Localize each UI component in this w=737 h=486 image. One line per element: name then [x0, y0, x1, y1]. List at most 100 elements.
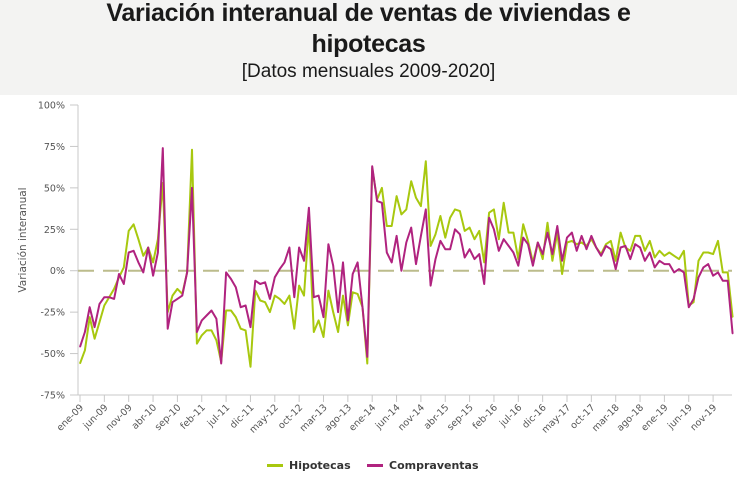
data-point-compraventas [133, 250, 135, 252]
data-point-hipotecas [678, 258, 680, 260]
data-point-compraventas [318, 295, 320, 297]
data-point-compraventas [245, 304, 247, 307]
data-point-hipotecas [410, 180, 412, 182]
data-point-compraventas [279, 268, 281, 270]
data-point-compraventas [527, 243, 529, 245]
data-point-compraventas [167, 328, 169, 330]
data-point-hipotecas [318, 319, 320, 321]
data-point-compraventas [649, 251, 651, 254]
data-point-hipotecas [332, 311, 334, 313]
data-point-hipotecas [512, 232, 515, 234]
data-point-compraventas [269, 298, 271, 300]
data-point-compraventas [225, 271, 227, 273]
x-tick-label: ene-09 [55, 402, 86, 433]
data-point-hipotecas [191, 149, 193, 151]
data-point-compraventas [283, 261, 286, 263]
data-point-hipotecas [313, 331, 315, 333]
data-point-hipotecas [98, 321, 101, 323]
chart-title-line-1: Variación interanual de ventas de vivien… [106, 0, 631, 27]
data-point-hipotecas [89, 316, 91, 318]
data-point-compraventas [590, 235, 593, 237]
data-point-hipotecas [717, 240, 719, 242]
data-point-compraventas [137, 261, 139, 263]
data-point-compraventas [142, 271, 144, 273]
data-point-compraventas [337, 311, 339, 313]
data-point-hipotecas [245, 329, 247, 331]
data-point-hipotecas [303, 295, 305, 297]
data-point-hipotecas [478, 230, 480, 232]
data-point-hipotecas [240, 328, 242, 330]
data-point-compraventas [498, 250, 500, 252]
data-point-compraventas [459, 233, 461, 235]
data-point-compraventas [391, 261, 393, 263]
data-point-compraventas [162, 147, 164, 149]
data-point-compraventas [410, 227, 412, 229]
data-point-compraventas [293, 296, 295, 298]
data-point-compraventas [113, 298, 115, 300]
data-point-hipotecas [434, 233, 437, 235]
data-point-hipotecas [357, 293, 359, 295]
data-point-compraventas [147, 246, 149, 249]
data-point-compraventas [663, 263, 666, 265]
data-point-compraventas [542, 253, 544, 255]
data-point-compraventas [610, 248, 612, 250]
data-point-compraventas [727, 280, 729, 282]
legend-label-hipotecas: Hipotecas [289, 459, 351, 472]
data-point-compraventas [571, 232, 573, 234]
chart-title: Variación interanual de ventas de vivien… [0, 0, 737, 60]
data-point-compraventas [79, 346, 81, 348]
data-point-hipotecas [137, 238, 139, 240]
data-point-hipotecas [469, 227, 471, 229]
data-point-hipotecas [420, 205, 422, 207]
data-point-compraventas [108, 296, 110, 298]
data-point-hipotecas [210, 329, 213, 331]
data-point-compraventas [517, 265, 519, 267]
data-point-compraventas [454, 228, 456, 230]
data-point-compraventas [493, 228, 495, 230]
data-point-compraventas [508, 245, 510, 247]
x-tick-label: jul-16 [497, 402, 524, 429]
data-point-compraventas [298, 246, 300, 249]
data-point-compraventas [634, 243, 636, 245]
data-point-hipotecas [225, 309, 227, 312]
data-point-hipotecas [337, 331, 339, 333]
data-point-compraventas [123, 283, 125, 285]
data-point-compraventas [157, 251, 159, 254]
data-point-compraventas [308, 207, 310, 209]
data-point-hipotecas [693, 301, 695, 303]
data-point-hipotecas [152, 261, 154, 263]
data-point-compraventas [702, 266, 705, 268]
series-line-compraventas [79, 147, 734, 365]
data-point-hipotecas [722, 271, 724, 273]
data-point-compraventas [191, 187, 193, 189]
x-tick-label: sep-15 [445, 402, 476, 433]
data-point-compraventas [717, 271, 719, 273]
data-point-hipotecas [498, 238, 500, 240]
data-point-hipotecas [522, 223, 524, 225]
data-point-hipotecas [668, 251, 670, 254]
data-point-compraventas [254, 280, 256, 282]
data-point-hipotecas [206, 329, 208, 331]
data-point-compraventas [103, 296, 105, 298]
data-point-hipotecas [464, 230, 466, 232]
data-point-hipotecas [727, 271, 729, 273]
data-point-compraventas [322, 316, 325, 318]
data-point-compraventas [264, 281, 266, 283]
data-point-hipotecas [123, 266, 125, 268]
data-point-compraventas [396, 235, 398, 237]
data-point-compraventas [503, 238, 505, 240]
data-point-hipotecas [386, 225, 388, 227]
data-point-compraventas [678, 268, 680, 270]
data-point-compraventas [415, 263, 417, 265]
data-point-compraventas [186, 271, 188, 273]
data-point-compraventas [469, 248, 471, 250]
data-point-compraventas [581, 235, 583, 237]
series-line-hipotecas [79, 148, 734, 368]
data-point-compraventas [576, 250, 578, 252]
data-point-compraventas [89, 306, 91, 308]
chart-subtitle: [Datos mensuales 2009-2020] [241, 61, 496, 82]
data-point-compraventas [522, 237, 524, 239]
data-point-compraventas [668, 263, 670, 265]
data-point-compraventas [697, 276, 700, 278]
data-point-compraventas [230, 278, 232, 280]
